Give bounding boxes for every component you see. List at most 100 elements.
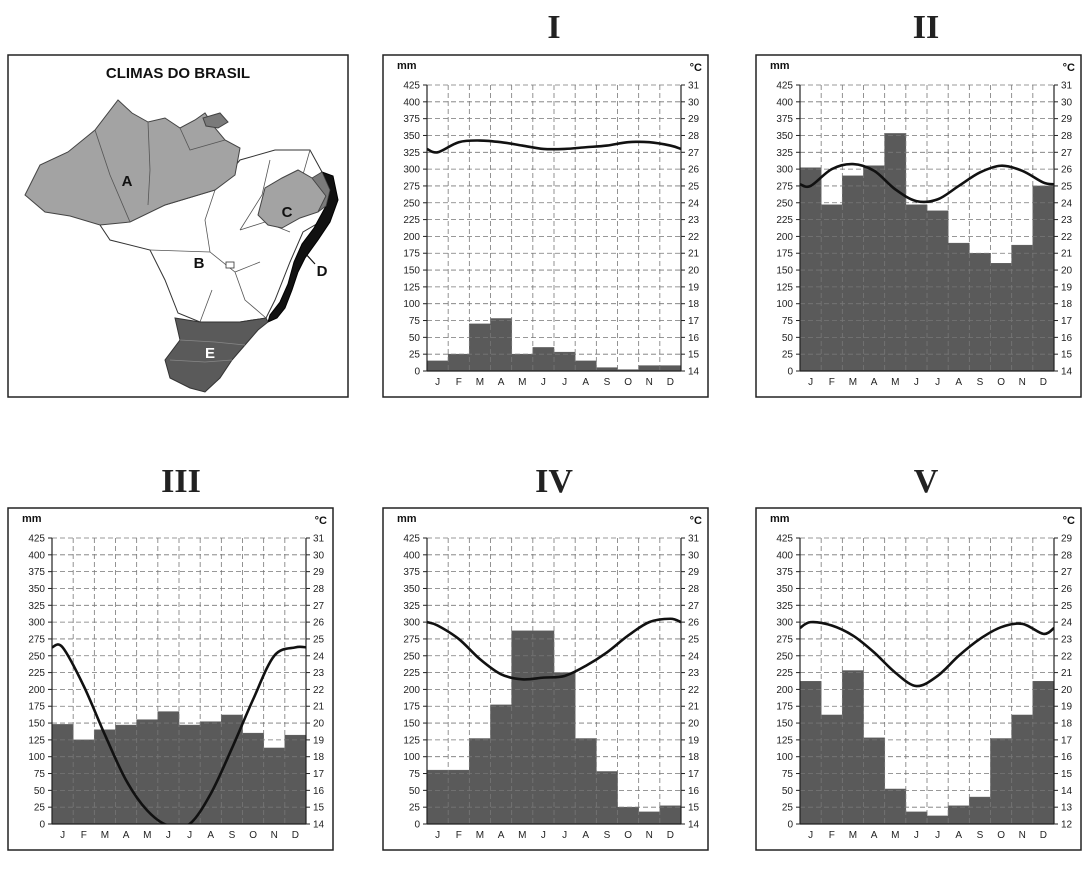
precip-bar-12 bbox=[659, 365, 682, 372]
left-tick-label: 325 bbox=[403, 148, 420, 159]
left-tick-label: 75 bbox=[782, 316, 794, 327]
right-tick-label: 30 bbox=[688, 550, 700, 561]
left-tick-label: 50 bbox=[782, 333, 794, 344]
region-e-borders bbox=[169, 339, 246, 363]
precip-bar-4 bbox=[863, 165, 885, 372]
left-tick-label: 425 bbox=[28, 534, 45, 545]
climograph-iii: 0 25 50 75 100 125 150 175 200 225 250 275 300 325 350… bbox=[7, 507, 334, 851]
left-tick-label: 350 bbox=[776, 584, 793, 595]
month-label-12: D bbox=[292, 830, 299, 841]
right-tick-label: 20 bbox=[688, 719, 700, 730]
precip-bar-12 bbox=[1032, 185, 1055, 372]
left-tick-label: 325 bbox=[776, 601, 793, 612]
left-tick-label: 100 bbox=[776, 752, 793, 763]
chart-title-iii: III bbox=[161, 463, 201, 500]
precip-bar-9 bbox=[969, 796, 991, 825]
right-tick-label: 18 bbox=[1061, 719, 1073, 730]
month-label-6: J bbox=[914, 830, 919, 841]
right-tick-label: 26 bbox=[688, 618, 700, 629]
precip-bar-8 bbox=[574, 360, 597, 372]
right-tick-label: 25 bbox=[313, 634, 325, 645]
left-tick-label: 250 bbox=[28, 651, 45, 662]
left-tick-label: 50 bbox=[782, 786, 794, 797]
right-tick-label: 22 bbox=[688, 685, 700, 696]
right-tick-label: 22 bbox=[688, 232, 700, 243]
left-tick-label: 275 bbox=[403, 634, 420, 645]
month-label-3: M bbox=[101, 830, 109, 841]
right-tick-label: 31 bbox=[688, 81, 700, 92]
month-label-12: D bbox=[667, 377, 674, 388]
map-title: CLIMAS DO BRASIL bbox=[106, 65, 250, 82]
month-label-1: J bbox=[435, 830, 440, 841]
precip-bar-11 bbox=[638, 365, 661, 372]
month-label-11: N bbox=[271, 830, 278, 841]
right-tick-label: 14 bbox=[1061, 786, 1073, 797]
month-label-2: F bbox=[829, 377, 835, 388]
right-tick-label: 15 bbox=[313, 803, 325, 814]
left-tick-label: 375 bbox=[776, 567, 793, 578]
left-tick-label: 425 bbox=[403, 534, 420, 545]
left-tick-label: 200 bbox=[776, 685, 793, 696]
left-tick-label: 425 bbox=[776, 81, 793, 92]
right-tick-label: 15 bbox=[688, 350, 700, 361]
left-tick-label: 300 bbox=[403, 165, 420, 176]
right-tick-label: 28 bbox=[1061, 131, 1073, 142]
right-tick-label: 27 bbox=[313, 601, 325, 612]
month-label-6: J bbox=[166, 830, 171, 841]
precip-bar-7 bbox=[926, 815, 949, 825]
right-tick-label: 14 bbox=[688, 367, 700, 378]
month-label-5: M bbox=[891, 377, 899, 388]
right-tick-label: 29 bbox=[1061, 534, 1073, 545]
precip-bar-5 bbox=[511, 630, 534, 825]
month-label-11: N bbox=[646, 830, 653, 841]
left-tick-label: 275 bbox=[776, 181, 793, 192]
left-tick-label: 150 bbox=[776, 719, 793, 730]
month-label-10: O bbox=[997, 377, 1005, 388]
precip-bar-1 bbox=[799, 681, 822, 825]
left-unit-label: mm bbox=[22, 513, 42, 525]
chart-title-v: V bbox=[914, 463, 939, 500]
right-tick-label: 26 bbox=[313, 618, 325, 629]
right-tick-label: 24 bbox=[1061, 618, 1073, 629]
right-tick-label: 25 bbox=[688, 181, 700, 192]
temperature-line bbox=[52, 643, 306, 824]
precip-bar-4 bbox=[490, 318, 512, 372]
left-tick-label: 225 bbox=[403, 668, 420, 679]
right-tick-label: 22 bbox=[1061, 651, 1073, 662]
month-label-12: D bbox=[1040, 830, 1047, 841]
left-tick-label: 250 bbox=[776, 651, 793, 662]
month-label-9: S bbox=[229, 830, 236, 841]
left-tick-label: 325 bbox=[28, 601, 45, 612]
month-label-11: N bbox=[1019, 377, 1026, 388]
precip-bar-3 bbox=[842, 670, 864, 825]
right-unit-label: °C bbox=[1063, 62, 1075, 74]
month-label-11: N bbox=[1019, 830, 1026, 841]
right-tick-label: 21 bbox=[313, 702, 325, 713]
precip-bar-7 bbox=[553, 672, 576, 825]
left-tick-label: 125 bbox=[28, 735, 45, 746]
month-label-8: A bbox=[955, 377, 962, 388]
month-label-1: J bbox=[808, 377, 813, 388]
left-tick-label: 425 bbox=[403, 81, 420, 92]
left-tick-label: 25 bbox=[782, 350, 794, 361]
region-d-adjacent bbox=[311, 171, 331, 213]
month-label-5: M bbox=[143, 830, 151, 841]
left-tick-label: 25 bbox=[409, 803, 421, 814]
month-label-3: M bbox=[476, 830, 484, 841]
precip-bar-10 bbox=[242, 732, 264, 825]
precip-bar-10 bbox=[990, 263, 1012, 372]
left-tick-label: 350 bbox=[776, 131, 793, 142]
left-tick-label: 375 bbox=[28, 567, 45, 578]
right-tick-label: 23 bbox=[313, 668, 325, 679]
right-tick-label: 30 bbox=[688, 97, 700, 108]
left-tick-label: 125 bbox=[403, 735, 420, 746]
right-tick-label: 15 bbox=[1061, 350, 1073, 361]
left-tick-label: 0 bbox=[414, 820, 420, 831]
left-tick-label: 350 bbox=[403, 584, 420, 595]
precip-bar-5 bbox=[884, 133, 907, 372]
right-tick-label: 31 bbox=[688, 534, 700, 545]
right-tick-label: 14 bbox=[313, 820, 325, 831]
right-tick-label: 23 bbox=[1061, 215, 1073, 226]
right-tick-label: 12 bbox=[1061, 820, 1073, 831]
precip-bar-4 bbox=[863, 737, 885, 825]
